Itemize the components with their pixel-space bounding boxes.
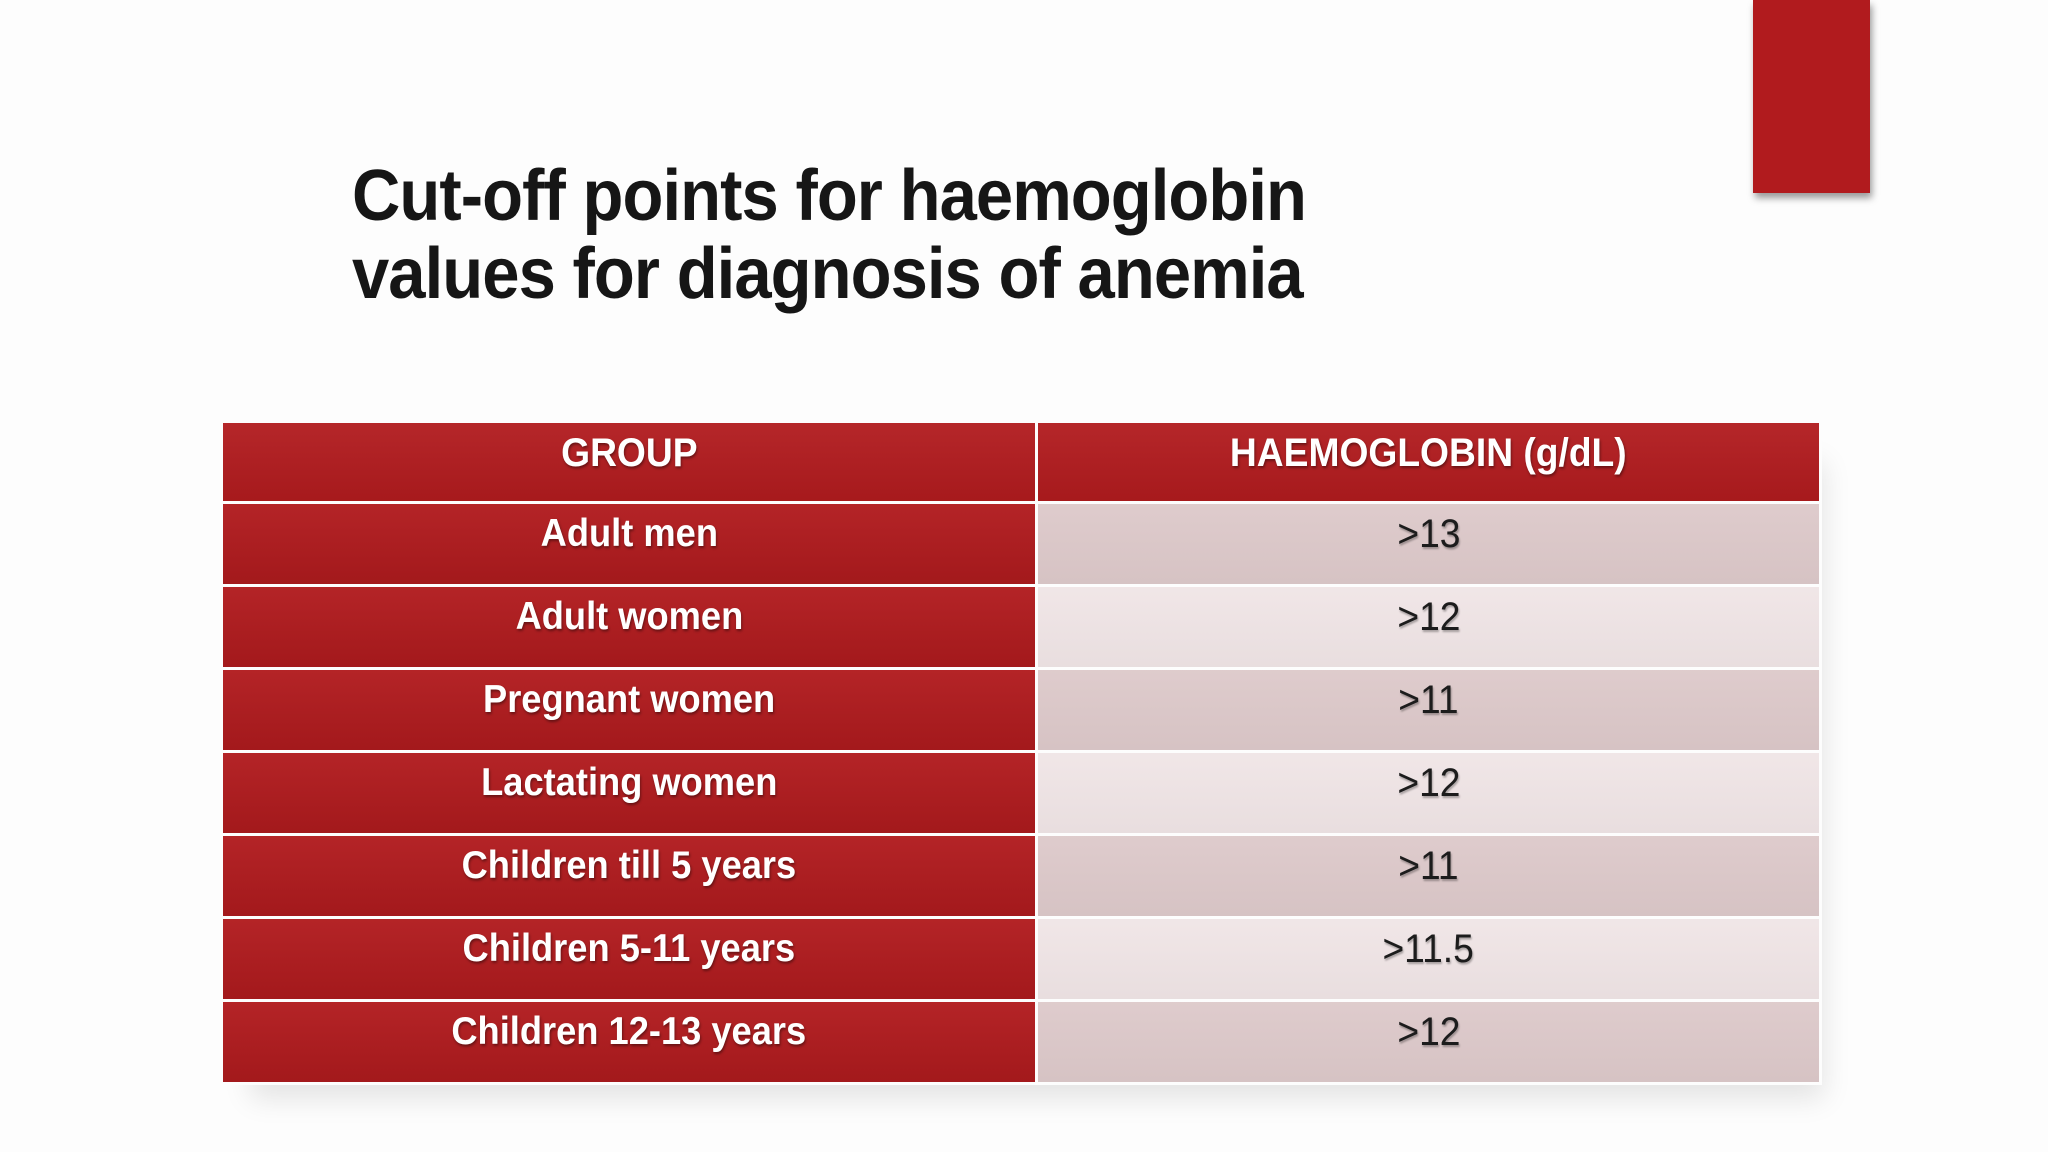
table-row: Children 12-13 years >12 <box>223 1002 1819 1082</box>
value-cell: >11.5 <box>1038 919 1819 999</box>
header-haemoglobin-label: HAEMOGLOBIN (g/dL) <box>1230 431 1627 475</box>
group-label: Adult men <box>540 512 718 555</box>
group-cell: Pregnant women <box>223 670 1035 750</box>
value-label: >13 <box>1396 512 1461 556</box>
group-label: Lactating women <box>480 761 778 804</box>
group-cell: Adult women <box>223 587 1035 667</box>
value-label: >12 <box>1396 1010 1461 1054</box>
value-cell: >12 <box>1038 753 1819 833</box>
value-label: >12 <box>1396 595 1461 639</box>
table-container: GROUP HAEMOGLOBIN (g/dL) Adult men >13 A… <box>220 420 1822 1085</box>
red-accent-rectangle <box>1753 0 1870 193</box>
value-cell: >12 <box>1038 1002 1819 1082</box>
value-cell: >11 <box>1038 670 1819 750</box>
group-cell: Children 12-13 years <box>223 1002 1035 1082</box>
group-cell: Adult men <box>223 504 1035 584</box>
group-cell: Lactating women <box>223 753 1035 833</box>
table-row: Adult women >12 <box>223 587 1819 667</box>
group-label: Adult women <box>515 595 743 638</box>
header-cell-group: GROUP <box>223 423 1035 501</box>
table-header-row: GROUP HAEMOGLOBIN (g/dL) <box>223 423 1819 501</box>
value-label: >11 <box>1398 678 1459 722</box>
table-row: Lactating women >12 <box>223 753 1819 833</box>
table-row: Adult men >13 <box>223 504 1819 584</box>
table-row: Children 5-11 years >11.5 <box>223 919 1819 999</box>
slide-title-line2: values for diagnosis of anemia <box>352 233 1304 314</box>
value-cell: >12 <box>1038 587 1819 667</box>
group-label: Children till 5 years <box>461 844 797 887</box>
slide-title: Cut-off points for haemoglobin values fo… <box>352 156 1307 314</box>
slide-title-line1: Cut-off points for haemoglobin <box>352 156 1307 236</box>
anemia-cutoff-table: GROUP HAEMOGLOBIN (g/dL) Adult men >13 A… <box>220 420 1822 1085</box>
value-label: >11 <box>1398 844 1459 888</box>
group-label: Children 12-13 years <box>451 1010 807 1053</box>
value-cell: >13 <box>1038 504 1819 584</box>
table-row: Pregnant women >11 <box>223 670 1819 750</box>
value-cell: >11 <box>1038 836 1819 916</box>
header-group-label: GROUP <box>560 431 698 475</box>
value-label: >11.5 <box>1382 927 1475 971</box>
value-label: >12 <box>1396 761 1461 805</box>
table-row: Children till 5 years >11 <box>223 836 1819 916</box>
group-cell: Children till 5 years <box>223 836 1035 916</box>
group-label: Children 5-11 years <box>462 927 796 970</box>
group-label: Pregnant women <box>482 678 776 721</box>
group-cell: Children 5-11 years <box>223 919 1035 999</box>
header-cell-haemoglobin: HAEMOGLOBIN (g/dL) <box>1038 423 1819 501</box>
